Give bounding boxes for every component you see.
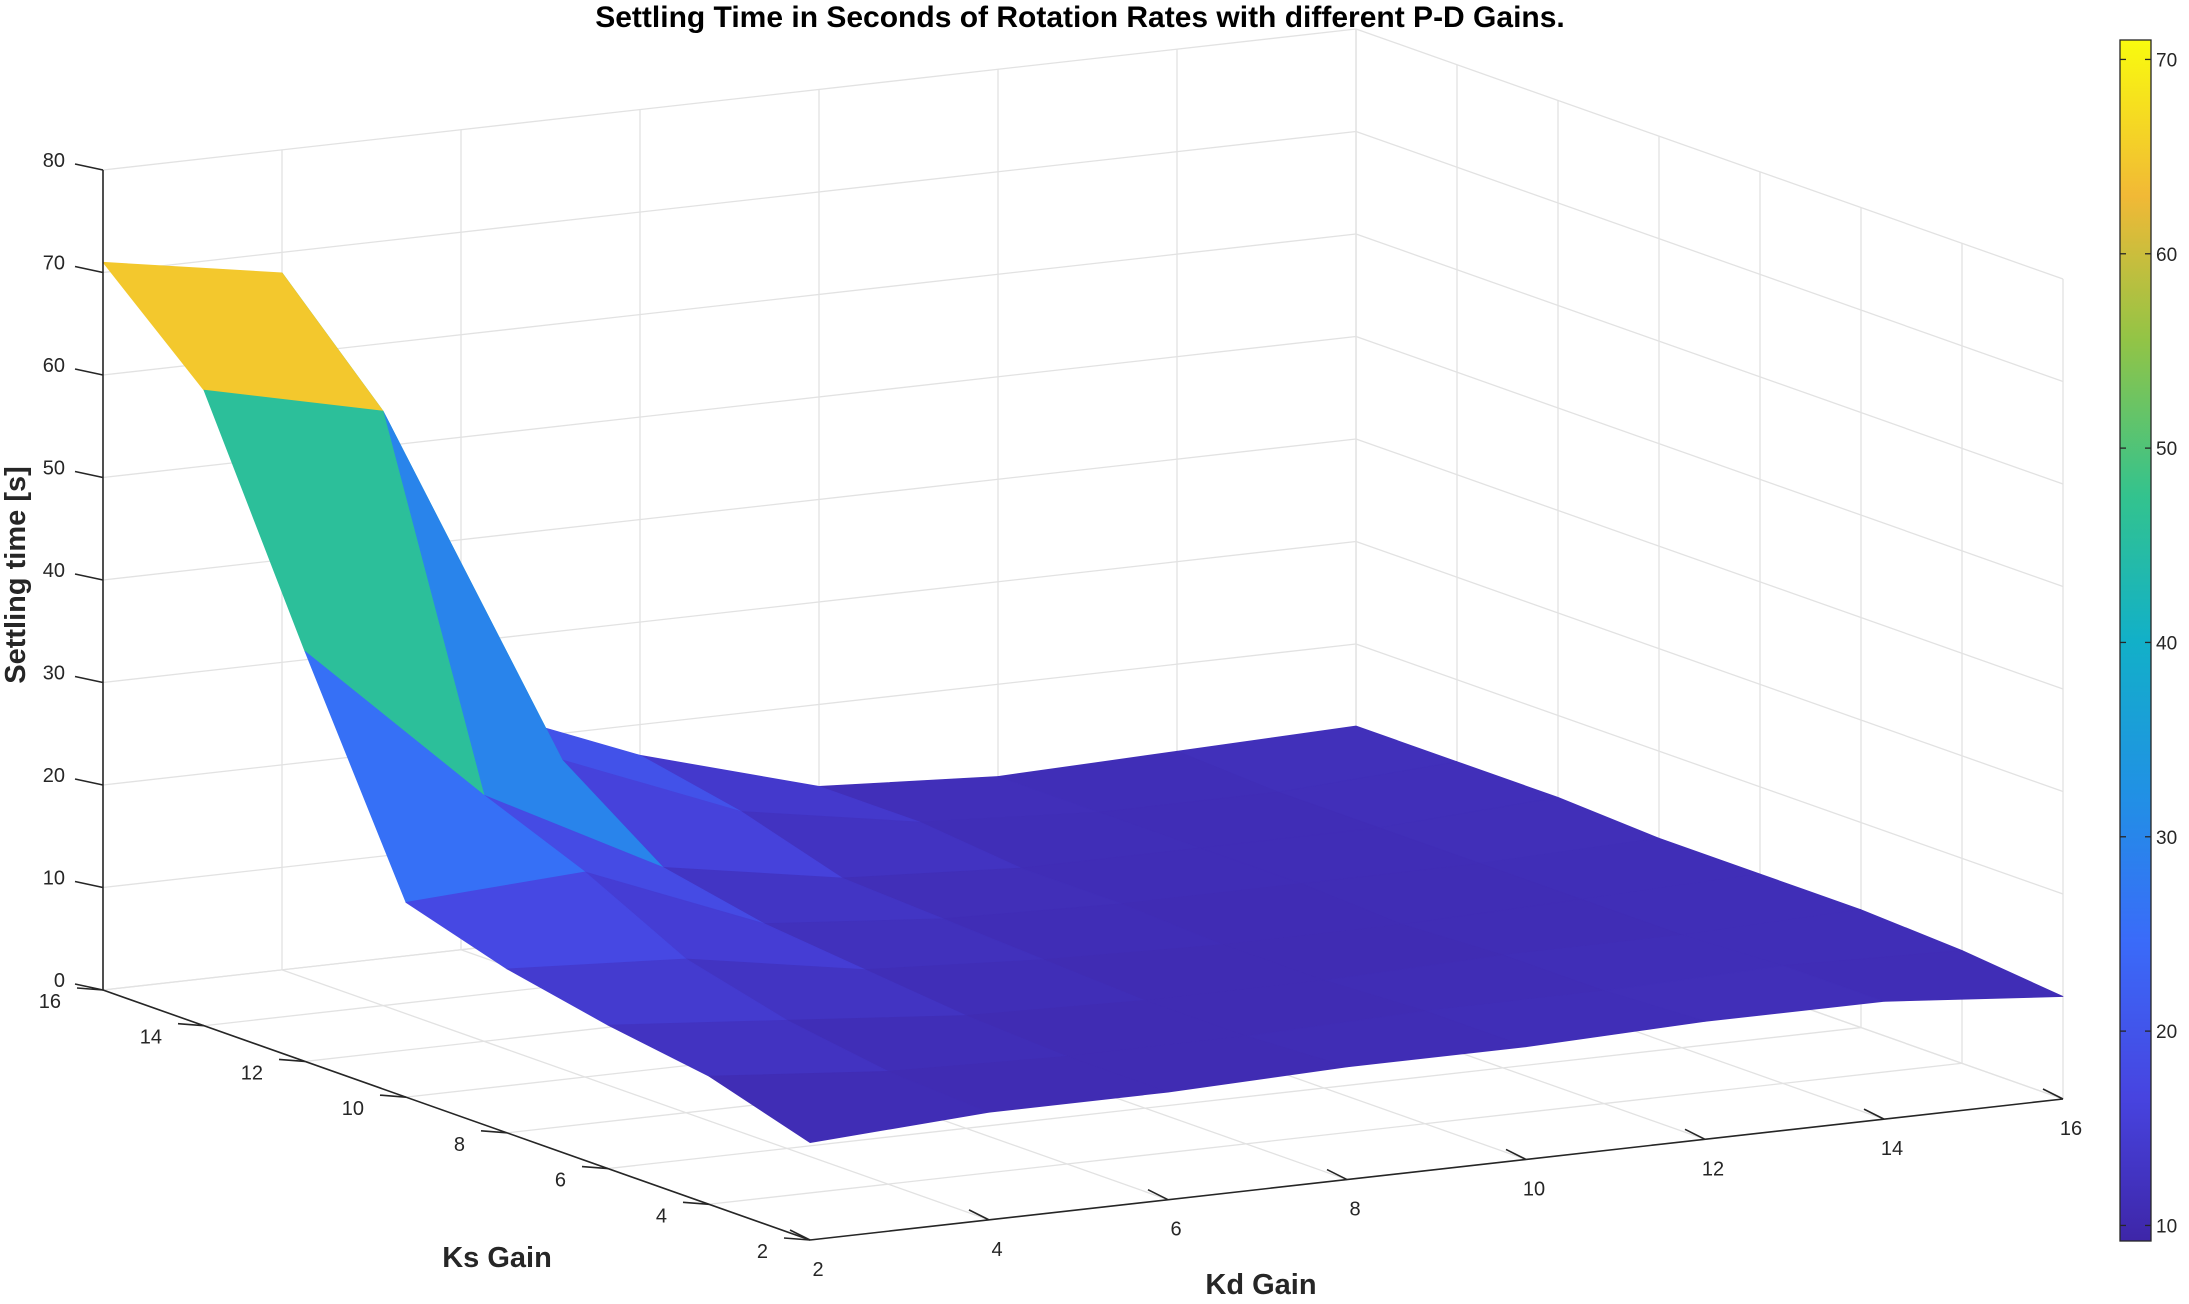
colorbar-tick-label: 40 [2156,633,2177,654]
z-tick-mark [74,368,104,376]
z-tick-label: 70 [43,253,65,275]
x-tick-mark [1505,1148,1527,1161]
grid-line [281,969,990,1221]
surface-patch [102,261,384,412]
grid-line [607,1026,1862,1170]
z-tick-mark [74,675,104,684]
colorbar [2119,39,2152,1242]
y-axis-label: Ks Gain [442,1242,552,1274]
grid-line [1355,233,2064,485]
z-tick-mark [74,880,104,889]
y-tick-mark [76,987,104,991]
y-tick-label: 14 [140,1027,162,1049]
z-tick-mark [74,265,104,274]
colorbar-tick-label: 50 [2156,439,2177,460]
y-tick-mark [581,1165,609,1170]
z-axis-label: Settling time [s] [0,466,32,684]
z-tick-mark [74,573,104,581]
x-tick-label: 10 [1523,1178,1545,1200]
grid-line [1355,28,2064,280]
z-tick-label: 50 [43,458,65,480]
z-tick-label: 30 [43,663,65,685]
y-tick-label: 16 [39,991,61,1013]
grid-line [1355,130,2064,383]
surface-patch [708,1071,990,1143]
y-tick-mark [177,1022,205,1027]
grid-line [102,28,1357,171]
x-tick-mark [1684,1128,1706,1141]
x-tick-label: 14 [1881,1138,1903,1160]
grid-line [102,643,1357,786]
grid-line [708,1062,1963,1205]
x-tick-mark [1147,1188,1169,1201]
axes-layer: 0 10 20 30 40 50 60 70 80 2 4 6 8 10 12 14 16 2 4 6 8 10 12 14 1… [39,150,2082,1281]
x-axis-line [809,1098,2064,1241]
colorbar-tick-label: 10 [2156,1216,2177,1237]
x-tick-label: 6 [1170,1219,1181,1241]
y-tick-label: 8 [454,1134,465,1156]
colorbar-tick-label: 20 [2156,1022,2177,1043]
grid-line [1355,438,2064,690]
y-tick-label: 10 [342,1098,364,1120]
x-tick-mark [1326,1168,1348,1181]
x-tick-mark [789,1229,811,1241]
y-tick-label: 2 [757,1241,768,1263]
z-tick-mark [74,163,104,171]
colorbar-layer: 10 20 30 40 50 60 70 [2119,39,2177,1242]
y-tick-mark [682,1201,710,1206]
x-tick-mark [2042,1088,2064,1100]
z-tick-label: 10 [43,868,65,890]
surface-layer [102,261,2064,1143]
x-tick-label: 4 [991,1239,1002,1261]
y-tick-mark [480,1130,508,1134]
chart-title: Settling Time in Seconds of Rotation Rat… [595,1,1565,34]
x-tick-mark [1863,1108,1885,1120]
y-tick-label: 6 [555,1170,566,1192]
grid-line [1355,335,2064,588]
x-tick-label: 12 [1702,1158,1724,1180]
z-tick-label: 80 [43,150,65,172]
y-tick-mark [783,1237,811,1241]
grid-line [1355,540,2064,793]
grid-line [102,130,1357,274]
z-tick-label: 60 [43,355,65,377]
x-tick-label: 8 [1349,1199,1360,1221]
y-tick-label: 12 [241,1062,263,1084]
colorbar-tick-label: 60 [2156,245,2177,266]
y-tick-label: 4 [656,1205,667,1227]
z-tick-label: 0 [54,970,65,992]
z-tick-label: 40 [43,560,65,582]
y-axis-line [102,989,811,1241]
x-tick-mark [968,1209,990,1221]
x-tick-label: 16 [2060,1118,2082,1140]
y-tick-mark [278,1058,306,1063]
z-tick-label: 20 [43,765,65,787]
grid-line [1355,643,2064,895]
y-tick-mark [379,1094,407,1098]
x-tick-label: 2 [812,1259,823,1281]
x-axis-label: Kd Gain [1205,1269,1316,1299]
colorbar-tick-label: 70 [2156,50,2177,71]
z-tick-mark [74,778,104,786]
colorbar-tick-label: 30 [2156,828,2177,849]
z-tick-mark [74,470,104,479]
